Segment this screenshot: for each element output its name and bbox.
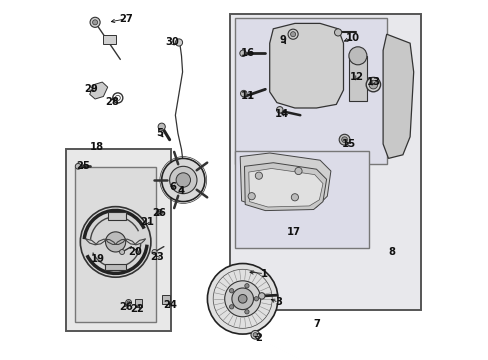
Circle shape xyxy=(207,264,277,334)
Circle shape xyxy=(276,107,283,113)
Bar xyxy=(235,18,386,164)
Text: 20: 20 xyxy=(128,247,142,257)
Polygon shape xyxy=(162,295,169,304)
Circle shape xyxy=(291,194,298,201)
Circle shape xyxy=(368,80,377,89)
Polygon shape xyxy=(248,168,322,207)
Circle shape xyxy=(90,17,100,27)
Circle shape xyxy=(229,289,233,293)
Circle shape xyxy=(348,47,366,65)
Circle shape xyxy=(258,293,264,299)
Text: 6: 6 xyxy=(169,182,176,192)
Circle shape xyxy=(239,50,246,57)
Polygon shape xyxy=(348,56,366,101)
Bar xyxy=(108,212,126,220)
Circle shape xyxy=(240,90,246,97)
Circle shape xyxy=(158,211,161,214)
Text: 4: 4 xyxy=(178,186,184,196)
Circle shape xyxy=(287,29,298,39)
Text: 17: 17 xyxy=(286,227,301,237)
Circle shape xyxy=(341,137,347,143)
Polygon shape xyxy=(240,153,330,208)
Circle shape xyxy=(366,77,380,92)
Circle shape xyxy=(229,305,233,309)
Bar xyxy=(104,264,126,270)
Circle shape xyxy=(244,310,248,314)
Circle shape xyxy=(244,284,248,288)
Polygon shape xyxy=(134,299,142,307)
Text: 23: 23 xyxy=(150,252,164,262)
Bar xyxy=(75,167,156,322)
Text: 5: 5 xyxy=(156,128,163,138)
Polygon shape xyxy=(89,82,107,99)
Text: 30: 30 xyxy=(164,37,178,48)
Circle shape xyxy=(255,172,262,179)
Polygon shape xyxy=(244,163,326,211)
Circle shape xyxy=(253,333,257,337)
Text: 26: 26 xyxy=(152,208,165,218)
Circle shape xyxy=(294,167,302,175)
Bar xyxy=(66,149,170,331)
Text: 22: 22 xyxy=(130,304,144,314)
Text: 14: 14 xyxy=(275,109,289,120)
Text: 21: 21 xyxy=(140,217,154,228)
Circle shape xyxy=(250,330,259,339)
Polygon shape xyxy=(269,23,343,108)
Text: 16: 16 xyxy=(241,48,255,58)
Text: 8: 8 xyxy=(388,247,395,257)
Text: 9: 9 xyxy=(279,35,286,45)
Bar xyxy=(103,35,116,44)
Circle shape xyxy=(238,294,246,303)
Text: 13: 13 xyxy=(366,77,380,87)
Circle shape xyxy=(75,163,81,169)
Polygon shape xyxy=(382,34,413,158)
Circle shape xyxy=(175,39,182,46)
Text: 12: 12 xyxy=(349,72,363,82)
Text: 10: 10 xyxy=(345,33,359,43)
Text: 1: 1 xyxy=(260,269,267,279)
Bar xyxy=(235,151,368,248)
Circle shape xyxy=(125,300,131,305)
Circle shape xyxy=(247,193,255,200)
Circle shape xyxy=(162,158,204,202)
Text: 2: 2 xyxy=(255,333,262,343)
Text: 28: 28 xyxy=(105,96,119,107)
Text: 15: 15 xyxy=(341,139,355,149)
Circle shape xyxy=(127,301,130,304)
Text: 27: 27 xyxy=(119,14,133,24)
Circle shape xyxy=(254,297,258,301)
Text: 29: 29 xyxy=(84,84,98,94)
Circle shape xyxy=(339,134,349,145)
Text: 25: 25 xyxy=(76,161,90,171)
Text: 3: 3 xyxy=(275,297,282,307)
Circle shape xyxy=(169,166,197,194)
Circle shape xyxy=(156,210,162,215)
Circle shape xyxy=(105,232,125,252)
Text: 26: 26 xyxy=(119,302,133,312)
Text: 11: 11 xyxy=(241,91,255,102)
Circle shape xyxy=(92,20,98,25)
Circle shape xyxy=(80,207,151,277)
Circle shape xyxy=(334,29,341,36)
Circle shape xyxy=(290,32,295,37)
Text: 7: 7 xyxy=(312,319,319,329)
Circle shape xyxy=(152,249,157,255)
Circle shape xyxy=(224,281,260,317)
Text: 18: 18 xyxy=(90,142,104,152)
Circle shape xyxy=(176,173,190,187)
Circle shape xyxy=(120,249,124,255)
Circle shape xyxy=(231,288,253,310)
Bar xyxy=(230,14,420,310)
Text: 24: 24 xyxy=(163,300,177,310)
Circle shape xyxy=(158,123,165,130)
Text: 19: 19 xyxy=(90,254,104,264)
